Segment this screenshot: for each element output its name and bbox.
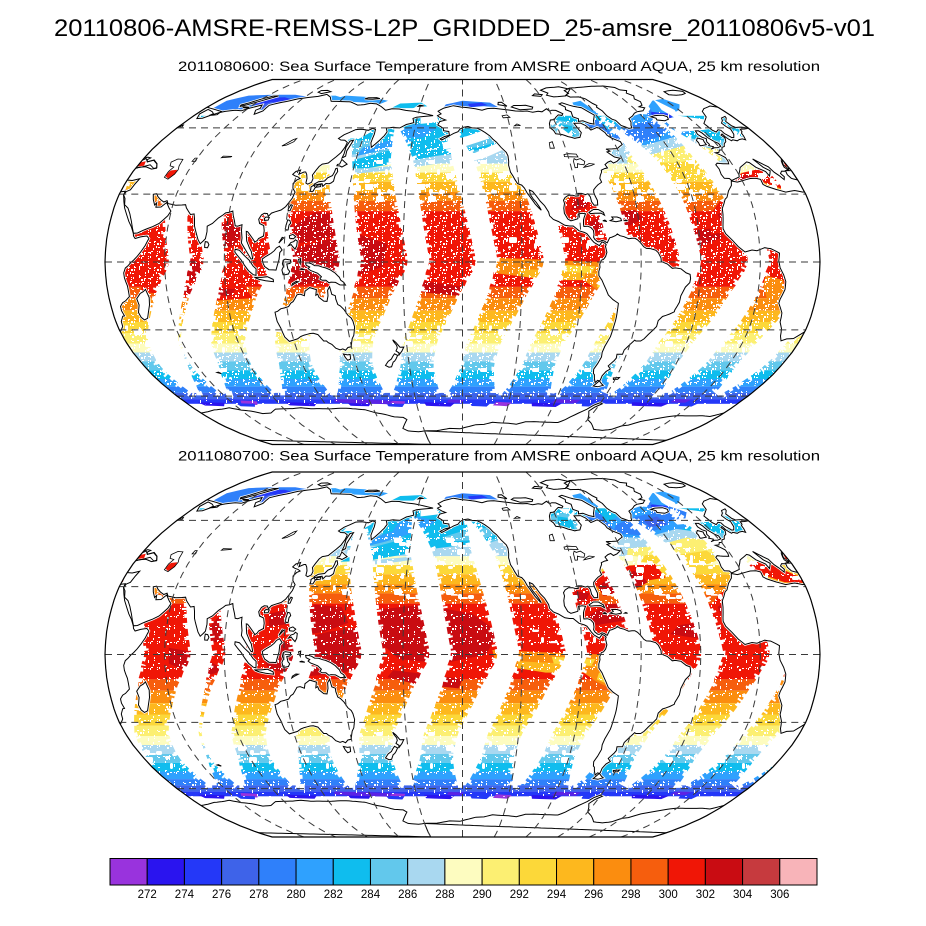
svg-text:20110806-AMSRE-REMSS-L2P_GRIDD: 20110806-AMSRE-REMSS-L2P_GRIDDED_25-amsr… [54, 15, 875, 42]
svg-text:278: 278 [249, 889, 268, 901]
svg-text:306: 306 [770, 889, 789, 901]
svg-text:2011080600: Sea Surface Temper: 2011080600: Sea Surface Temperature from… [178, 59, 820, 74]
svg-text:292: 292 [510, 889, 529, 901]
svg-text:286: 286 [398, 889, 417, 901]
svg-text:294: 294 [547, 889, 567, 901]
svg-text:276: 276 [212, 889, 231, 901]
svg-text:288: 288 [435, 889, 454, 901]
svg-text:296: 296 [584, 889, 603, 901]
svg-text:274: 274 [175, 889, 195, 901]
svg-text:304: 304 [733, 889, 753, 901]
svg-text:282: 282 [324, 889, 343, 901]
svg-text:2011080700: Sea Surface Temper: 2011080700: Sea Surface Temperature from… [178, 449, 820, 464]
svg-text:280: 280 [287, 889, 306, 901]
svg-text:272: 272 [138, 889, 157, 901]
svg-text:298: 298 [621, 889, 640, 901]
svg-text:284: 284 [361, 889, 381, 901]
svg-text:290: 290 [473, 889, 492, 901]
svg-text:302: 302 [696, 889, 715, 901]
svg-text:300: 300 [659, 889, 678, 901]
